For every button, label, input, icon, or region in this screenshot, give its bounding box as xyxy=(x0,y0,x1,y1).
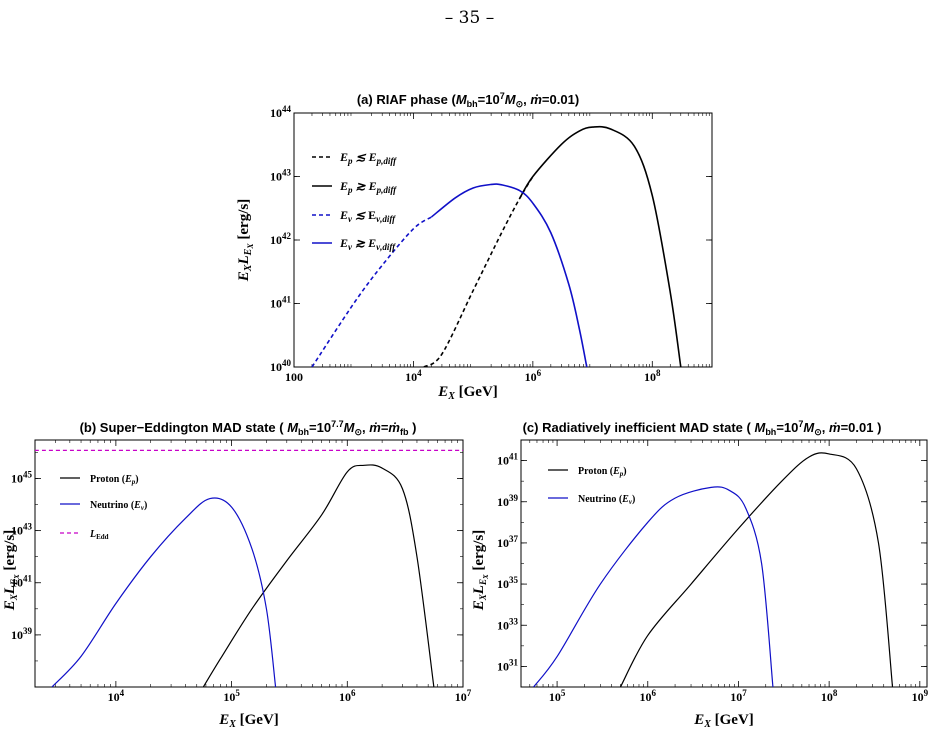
y-tick-label-0: 1040 xyxy=(270,358,292,374)
x-tick-label-0: 105 xyxy=(549,688,566,704)
panel-b-plot: 104 105 106 107 1039 1041 1043 1045 xyxy=(11,440,472,704)
panel-b-ylabel: EXLEX [erg/s] xyxy=(2,530,21,611)
series-line-b-0 xyxy=(202,464,435,687)
y-tick-label-1: 1041 xyxy=(11,574,33,590)
panel-c-ylabel: EXLEX [erg/s] xyxy=(471,530,490,611)
series-line-a-0 xyxy=(423,176,534,367)
y-tick-label-3: 1045 xyxy=(11,469,33,485)
panel-c-plot: 105 106 107 108 109 1031 1033 1035 1037 1039 1041 xyxy=(497,439,929,704)
series-line-c-1 xyxy=(533,486,774,687)
page-number: – 35 – xyxy=(444,8,495,28)
x-tick-label-0: 100 xyxy=(285,370,303,384)
panel-b-legend: Proton (Ep) Neutrino (Eν) LEdd xyxy=(60,474,147,541)
legend-b-label-1: Proton (Ep) xyxy=(90,474,139,486)
panel-b-title: (b) Super−Eddington MAD state ( Mbh=107.… xyxy=(80,419,417,437)
panel-c: (c) Radiatively inefficient MAD state ( … xyxy=(471,419,929,730)
series-line-b-1 xyxy=(51,497,277,687)
y-tick-label-2: 1035 xyxy=(497,575,519,591)
panel-a-xlabel: EX [GeV] xyxy=(437,384,498,402)
series-line-a-3 xyxy=(430,183,588,367)
x-tick-label-4: 109 xyxy=(912,688,929,704)
x-tick-label-0: 104 xyxy=(108,688,125,704)
series-line-a-1 xyxy=(518,125,682,367)
x-tick-label-2: 106 xyxy=(525,368,542,384)
legend-b-label-2: Neutrino (Eν) xyxy=(90,500,147,512)
legend-b-label-3: LEdd xyxy=(89,529,109,541)
legend-c-label-2: Neutrino (Eν) xyxy=(578,494,635,506)
panel-b-frame xyxy=(34,439,464,688)
panel-a-ylabel: EXLEX [erg/s] xyxy=(236,199,255,282)
x-tick-label-1: 106 xyxy=(640,688,657,704)
y-tick-label-2: 1042 xyxy=(270,231,292,247)
y-tick-label-4: 1039 xyxy=(497,493,519,509)
legend-a-label-3: Eν ≲ Eν,diff xyxy=(339,208,396,224)
panel-c-legend: Proton (Ep) Neutrino (Eν) xyxy=(548,466,635,506)
y-tick-label-2: 1043 xyxy=(11,522,33,538)
x-tick-label-2: 107 xyxy=(730,688,747,704)
legend-a-label-2: Ep ≳ Ep,diff xyxy=(339,179,397,195)
y-tick-label-1: 1041 xyxy=(270,295,292,311)
y-tick-label-3: 1037 xyxy=(497,534,519,550)
y-tick-label-5: 1041 xyxy=(497,452,519,468)
legend-c-label-1: Proton (Ep) xyxy=(578,466,627,478)
x-tick-label-1: 105 xyxy=(223,688,240,704)
legend-a-label-4: Eν ≳ Eν,diff xyxy=(339,236,396,252)
panel-a-plot: 100 104 106 108 1040 1041 1042 1043 1044 xyxy=(270,104,712,384)
y-tick-label-1: 1033 xyxy=(497,616,519,632)
x-tick-label-3: 108 xyxy=(644,368,661,384)
y-tick-label-3: 1043 xyxy=(270,168,292,184)
x-tick-label-1: 104 xyxy=(405,368,422,384)
panel-a-legend: Ep ≲ Ep,diff Ep ≳ Ep,diff Eν ≲ Eν,diff E… xyxy=(312,150,397,252)
panel-c-xlabel: EX [GeV] xyxy=(693,712,754,730)
panel-c-frame xyxy=(520,439,928,688)
x-tick-label-3: 107 xyxy=(455,688,472,704)
panel-b-xlabel: EX [GeV] xyxy=(218,712,279,730)
panel-b: (b) Super−Eddington MAD state ( Mbh=107.… xyxy=(2,419,472,730)
panel-c-title: (c) Radiatively inefficient MAD state ( … xyxy=(523,419,882,437)
y-tick-label-0: 1031 xyxy=(497,657,519,673)
series-line-c-0 xyxy=(619,452,894,687)
y-tick-label-4: 1044 xyxy=(270,104,292,120)
x-tick-label-3: 108 xyxy=(821,688,838,704)
panel-a: (a) RIAF phase (Mbh=107M⊙, ṁ=0.01) 100 10… xyxy=(236,91,713,402)
legend-a-label-1: Ep ≲ Ep,diff xyxy=(339,150,397,166)
panel-a-title: (a) RIAF phase (Mbh=107M⊙, ṁ=0.01) xyxy=(357,91,579,109)
x-tick-label-2: 106 xyxy=(339,688,356,704)
y-tick-label-0: 1039 xyxy=(11,626,33,642)
